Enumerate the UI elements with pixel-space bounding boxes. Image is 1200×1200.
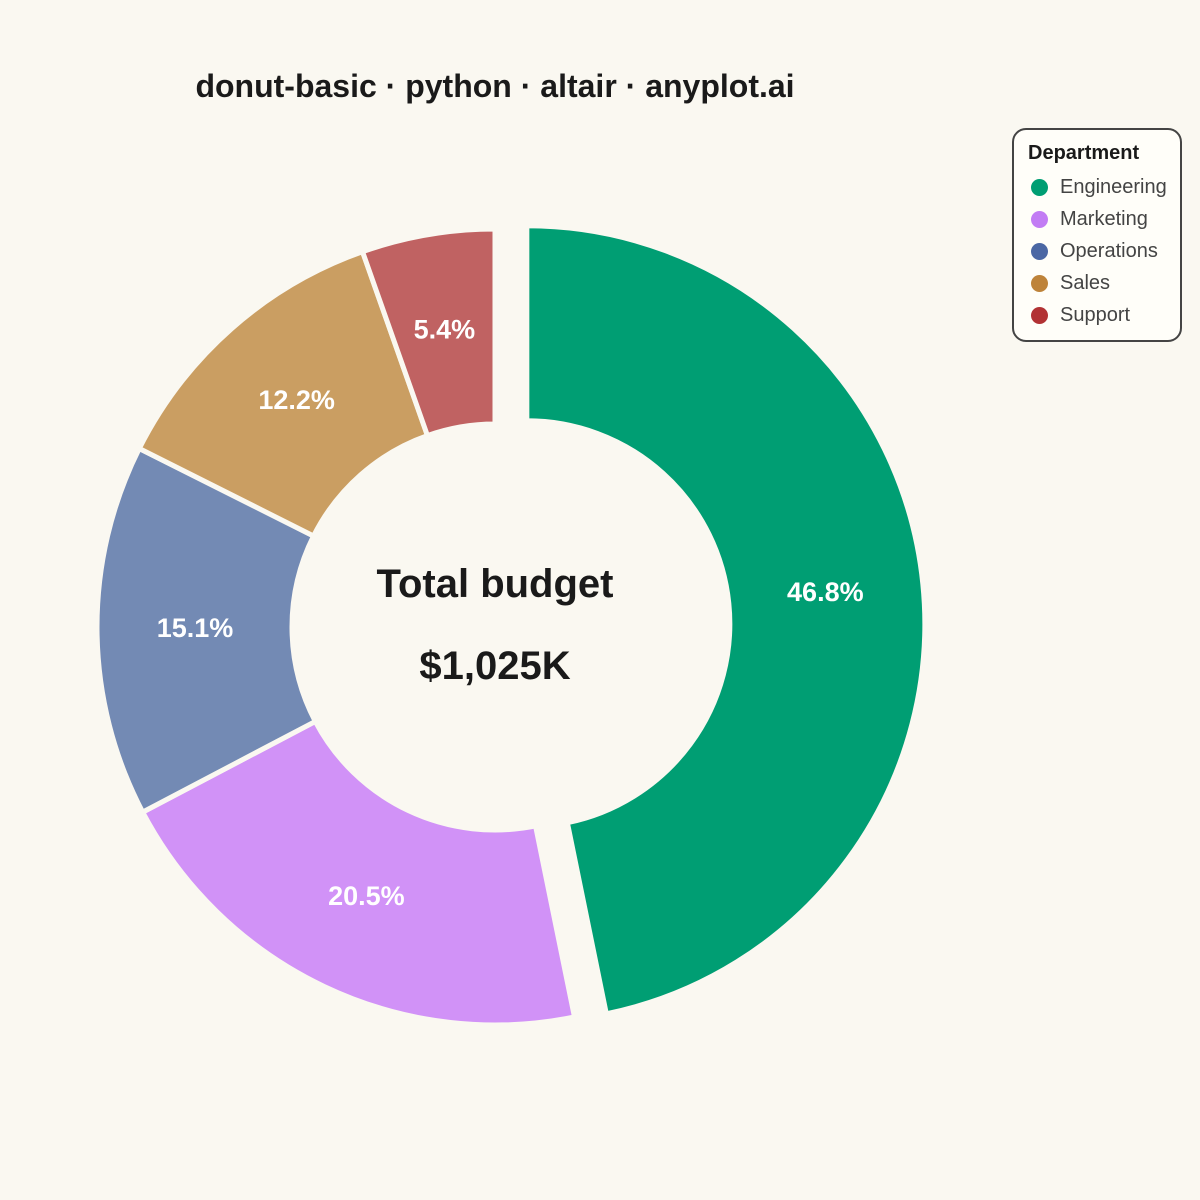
legend-swatch-sales — [1031, 274, 1048, 292]
slice-engineering[interactable] — [524, 223, 928, 1017]
legend-label-engineering: Engineering — [1060, 175, 1167, 198]
legend-title: Department — [1028, 142, 1140, 164]
slice-support[interactable] — [360, 226, 498, 439]
slice-label-engineering: 46.8% — [787, 577, 864, 607]
legend-item-engineering[interactable]: Engineering — [1028, 171, 1180, 203]
legend-swatch-engineering — [1031, 178, 1048, 196]
legend-item-operations[interactable]: Operations — [1028, 235, 1180, 267]
legend-swatch-operations — [1031, 242, 1048, 260]
legend-label-sales: Sales — [1060, 271, 1111, 294]
legend-swatch-support — [1031, 306, 1048, 324]
slice-label-marketing: 20.5% — [328, 881, 405, 911]
legend-swatch-marketing — [1031, 210, 1048, 228]
slice-sales[interactable] — [136, 249, 430, 539]
legend: Department Engineering Marketing Operati… — [1012, 128, 1182, 342]
legend-label-support: Support — [1060, 303, 1131, 326]
slice-label-sales: 12.2% — [258, 385, 335, 415]
legend-item-marketing[interactable]: Marketing — [1028, 203, 1180, 235]
legend-label-marketing: Marketing — [1060, 207, 1148, 230]
legend-label-operations: Operations — [1060, 239, 1158, 262]
chart-title: donut-basic · python · altair · anyplot.… — [195, 68, 795, 104]
slice-label-operations: 15.1% — [157, 613, 234, 643]
legend-item-support[interactable]: Support — [1028, 299, 1180, 331]
legend-item-sales[interactable]: Sales — [1028, 267, 1180, 299]
slice-marketing[interactable] — [140, 718, 577, 1028]
center-label: Total budget — [376, 562, 614, 606]
center-total-value: $1,025K — [419, 644, 571, 688]
slice-operations[interactable] — [94, 446, 318, 815]
slice-label-support: 5.4% — [414, 314, 476, 344]
